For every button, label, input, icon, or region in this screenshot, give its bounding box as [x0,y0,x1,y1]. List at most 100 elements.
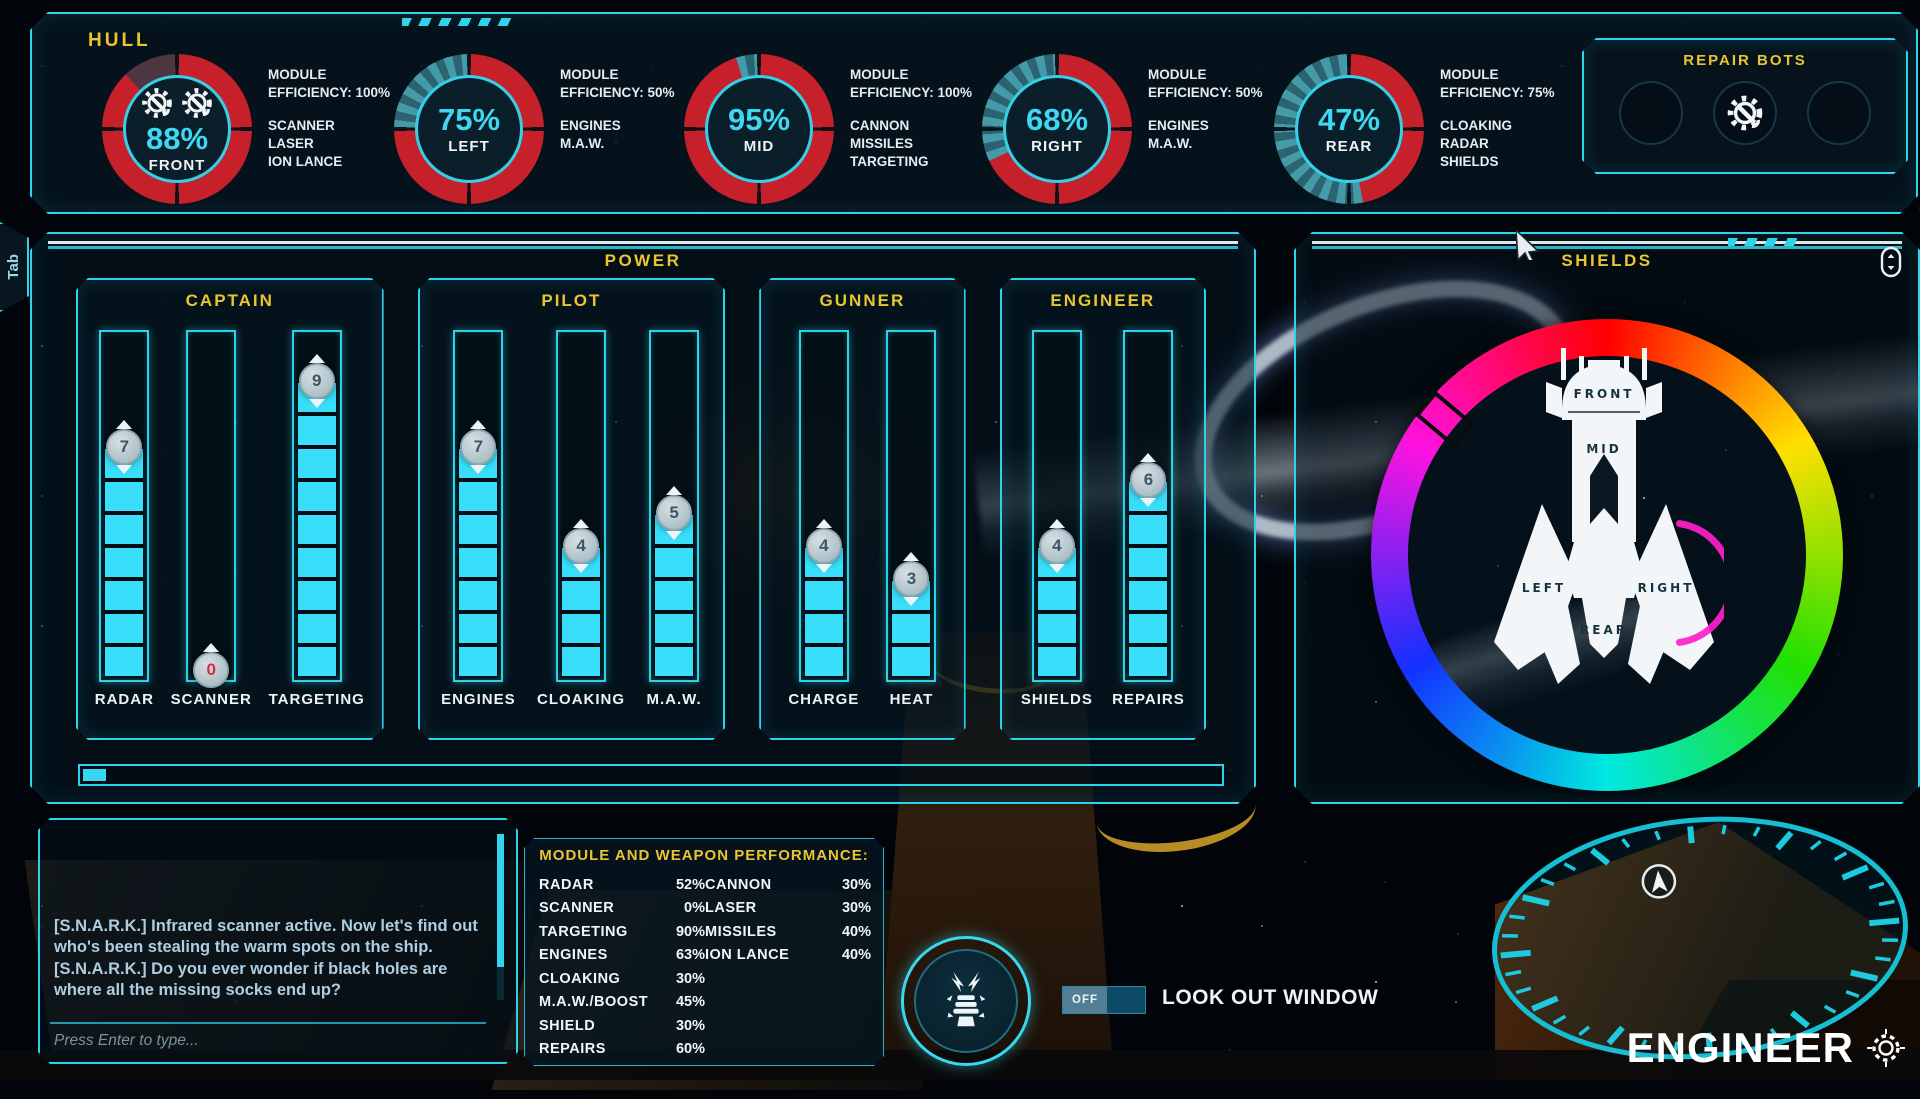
power-bar-track[interactable]: 0 [186,330,236,682]
mouse-scroll-icon [1880,246,1902,278]
chat-message: [S.N.A.R.K.] Infrared scanner active. No… [54,916,484,957]
perf-label: REPAIRS [539,1041,653,1057]
ship-zone-mid[interactable]: MID [1586,442,1621,456]
power-level-badge[interactable]: 9 [299,363,335,399]
perf-label: CLOAKING [539,971,653,987]
hull-zone-label: REAR [1326,138,1373,155]
power-level-badge[interactable]: 4 [1039,528,1075,564]
lookout-toggle-state: OFF [1063,987,1107,1013]
perf-label: M.A.W./BOOST [539,994,653,1010]
hull-gauge-ring: 95%MID [684,54,834,204]
power-bar-label: CLOAKING [537,691,625,708]
perf-value: 40% [819,924,871,940]
ship-zone-rear[interactable]: REAR [1580,623,1628,637]
hull-zone-label: RIGHT [1031,138,1083,155]
hull-gauge-center: 75%LEFT [415,75,523,183]
hull-percent: 47% [1318,104,1380,135]
power-bar-track[interactable]: 5 [649,330,699,682]
hull-zone-label: MID [744,138,775,155]
module-name: MISSILES [850,135,996,153]
repair-bot-slot [1807,81,1871,145]
hull-zone-label: FRONT [149,157,206,174]
power-bar-label: SHIELDS [1021,691,1093,708]
power-bar-shields: 4 SHIELDS [1021,330,1093,724]
chat-scrollbar[interactable] [497,834,504,1000]
perf-label: SHIELD [539,1018,653,1034]
perf-value: 63% [653,947,705,963]
module-efficiency-value: EFFICIENCY: 100% [268,84,414,102]
module-name: ENGINES [1148,117,1294,135]
power-bar-label: TARGETING [269,691,365,708]
power-bar-track[interactable]: 7 [99,330,149,682]
power-surge-button[interactable] [901,936,1031,1066]
power-bar-label: M.A.W. [647,691,702,708]
perf-label: RADAR [539,877,653,893]
repair-bots-panel: REPAIR BOTS [1582,38,1908,174]
power-bar-track[interactable]: 4 [556,330,606,682]
power-bar-track[interactable]: 3 [886,330,936,682]
role-indicator: ENGINEER [1627,1024,1906,1072]
power-bar-track[interactable]: 4 [799,330,849,682]
module-name: CANNON [850,117,996,135]
perf-value: 90% [653,924,705,940]
perf-value: 30% [653,1018,705,1034]
mouse-cursor [1516,230,1542,260]
power-bar-track[interactable]: 7 [453,330,503,682]
power-bar-track[interactable]: 4 [1032,330,1082,682]
perf-label: CANNON [705,877,819,893]
power-bar-fill [298,383,336,676]
ship-zone-front[interactable]: FRONT [1574,387,1635,401]
perf-value: 52% [653,877,705,893]
ship-zone-right[interactable]: RIGHT [1638,581,1695,595]
power-bar-label: RADAR [95,691,154,708]
compass-arrow-icon [1642,864,1677,899]
power-level-badge[interactable]: 4 [806,528,842,564]
engineer-gear-icon [1866,1028,1906,1068]
power-group-title: CAPTAIN [78,291,382,311]
chat-input[interactable]: Press Enter to type... [50,1022,486,1050]
module-efficiency-value: EFFICIENCY: 50% [1148,84,1294,102]
role-label: ENGINEER [1627,1024,1854,1072]
module-efficiency-value: EFFICIENCY: 100% [850,84,996,102]
power-level-badge[interactable]: 5 [656,495,692,531]
lookout-label: LOOK OUT WINDOW [1162,986,1378,1010]
power-bar-track[interactable]: 9 [292,330,342,682]
performance-title: MODULE AND WEAPON PERFORMANCE: [525,847,883,864]
lookout-toggle[interactable]: OFF [1062,986,1146,1014]
repair-bot-slot [1619,81,1683,145]
gear-wrench-icon [1724,92,1766,134]
ship-silhouette[interactable]: FRONT MID LEFT RIGHT REAR [1484,346,1724,686]
power-level-badge[interactable]: 0 [193,652,229,688]
hull-gauge-center: 47% REAR [1295,75,1403,183]
power-bar-track[interactable]: 6 [1123,330,1173,682]
hull-gauge-ring: 47% REAR [1274,54,1424,204]
ship-zone-left[interactable]: LEFT [1522,581,1566,595]
power-level-badge[interactable]: 4 [563,528,599,564]
power-bar-radar: 7 RADAR [95,330,154,724]
module-name: CLOAKING [1440,117,1586,135]
reserve-power-fill [83,769,106,781]
power-bar-fill [1129,482,1167,676]
hull-percent: 75% [438,104,500,135]
power-group-title: ENGINEER [1002,291,1204,311]
hull-gauge-ring: 68%RIGHT [982,54,1132,204]
tab-key-marker[interactable]: Tab [0,222,29,312]
hull-gauge-center: 88%FRONT [123,75,231,183]
power-bar-cloaking: 4 CLOAKING [537,330,625,724]
perf-label: ENGINES [539,947,653,963]
module-efficiency-value: EFFICIENCY: 75% [1440,84,1586,102]
